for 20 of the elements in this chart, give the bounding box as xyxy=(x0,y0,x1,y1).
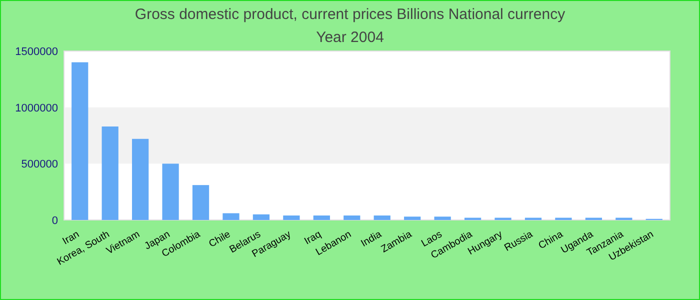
bar xyxy=(222,213,240,220)
bar xyxy=(102,126,118,220)
chart-subtitle: Year 2004 xyxy=(316,29,384,46)
bar xyxy=(313,215,330,220)
bar xyxy=(72,62,88,220)
x-tick-label: Iran xyxy=(60,229,82,248)
y-tick-label: 0 xyxy=(52,215,58,227)
bar xyxy=(434,216,451,220)
bar xyxy=(252,214,270,220)
bar xyxy=(192,185,210,220)
chart-title: Gross domestic product, current prices Billions National currency xyxy=(134,6,566,23)
bar xyxy=(283,215,300,220)
y-tick-label: 500000 xyxy=(21,158,58,171)
bar xyxy=(404,216,421,220)
bar xyxy=(162,164,179,220)
y-tick-label: 1000000 xyxy=(15,102,58,114)
bar xyxy=(132,138,149,220)
bar xyxy=(374,215,390,220)
bar xyxy=(344,215,360,220)
y-tick-label: 1500000 xyxy=(15,46,58,58)
